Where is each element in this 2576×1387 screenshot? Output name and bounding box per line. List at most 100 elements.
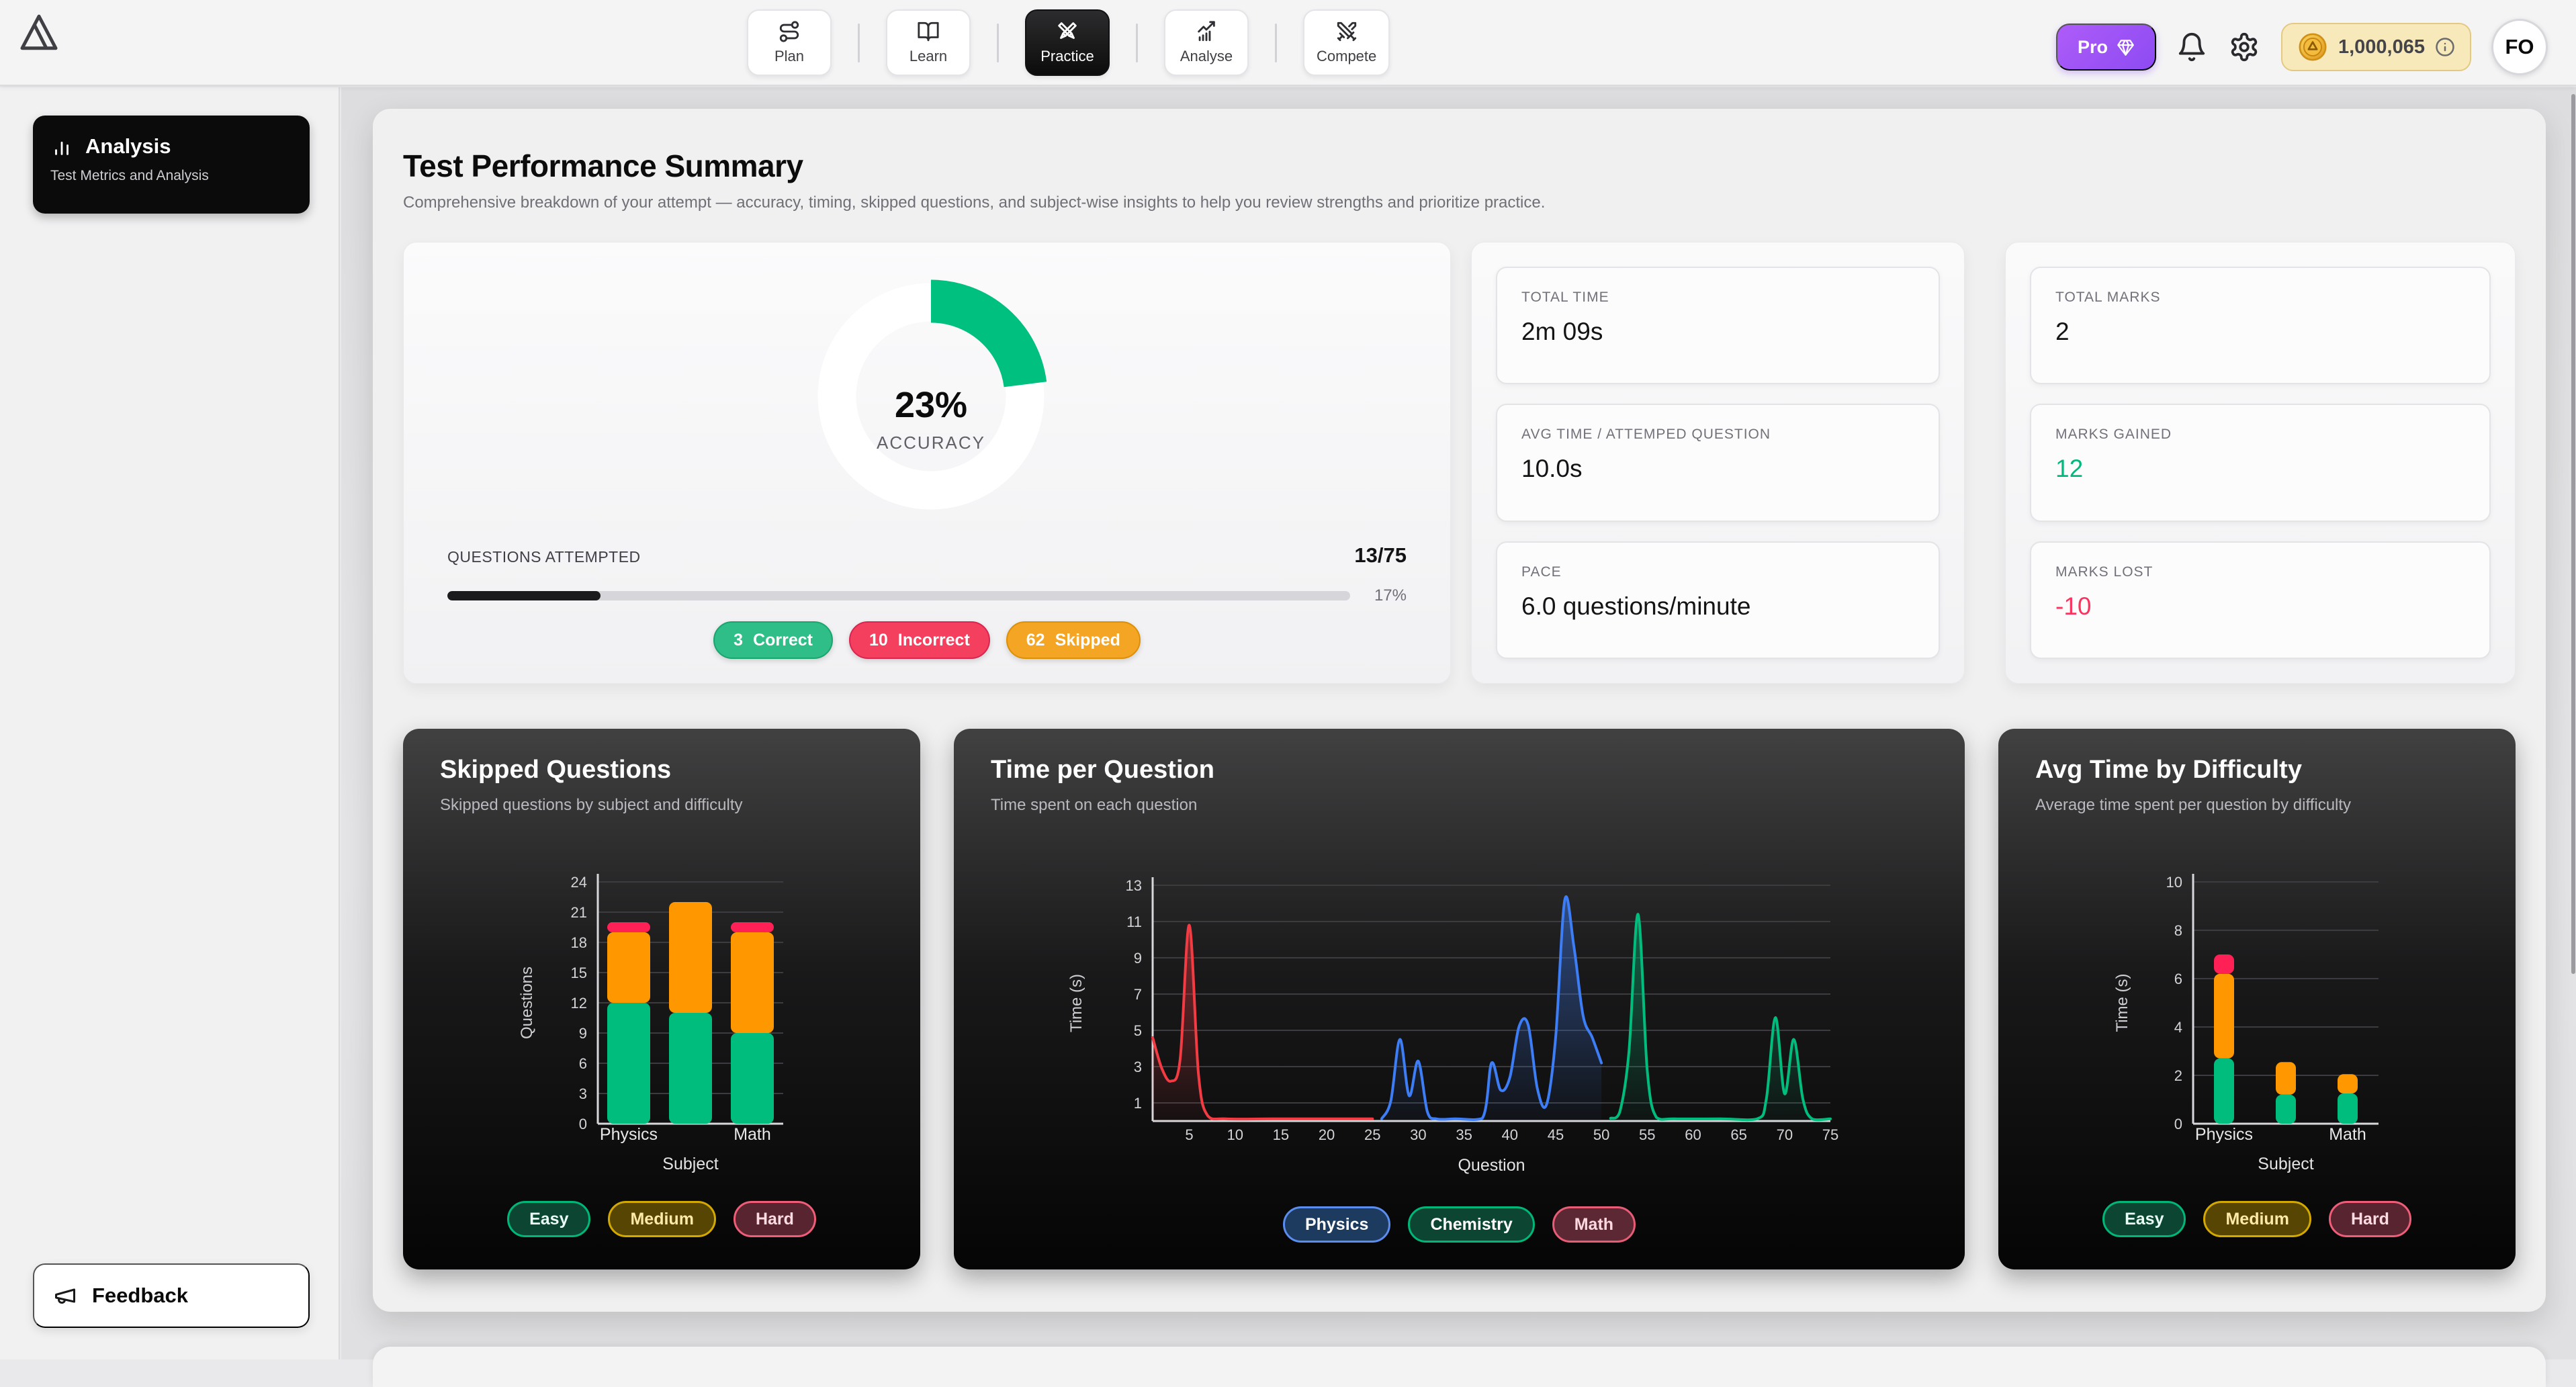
nav-label: Plan (774, 48, 805, 64)
nav-item-learn[interactable]: Learn (886, 9, 971, 76)
svg-text:13: 13 (1126, 877, 1142, 894)
svg-text:40: 40 (1502, 1126, 1518, 1143)
svg-text:24: 24 (571, 874, 587, 891)
progress-row: 17% (447, 586, 1407, 605)
progress-bar (447, 591, 1350, 600)
bell-icon[interactable] (2176, 31, 2209, 63)
pro-badge[interactable]: Pro (2055, 24, 2156, 71)
legend-pill-easy[interactable]: Easy (507, 1201, 591, 1237)
nav-label: Learn (909, 48, 948, 64)
time-stats-group: TOTAL TIME 2m 09s AVG TIME / ATTEMPED QU… (1471, 242, 1965, 684)
badge-label: Incorrect (897, 630, 970, 650)
svg-text:9: 9 (1134, 950, 1142, 967)
svg-text:75: 75 (1822, 1126, 1838, 1143)
svg-text:Math: Math (734, 1125, 771, 1144)
badge-label: Skipped (1055, 630, 1120, 650)
stat-label: TOTAL TIME (1521, 289, 1609, 305)
svg-text:6: 6 (579, 1055, 587, 1072)
info-icon[interactable] (2435, 37, 2455, 57)
svg-text:8: 8 (2174, 922, 2182, 939)
chart-subtitle: Average time spent per question by diffi… (2035, 796, 2352, 814)
analysis-subtitle: Test Metrics and Analysis (50, 168, 209, 183)
svg-text:18: 18 (571, 934, 587, 951)
avatar[interactable]: FO (2491, 19, 2548, 75)
accuracy-value: 23% (894, 385, 968, 425)
svg-text:15: 15 (571, 965, 587, 981)
nav-label: Analyse (1180, 48, 1233, 64)
stat-value: 2 (2055, 318, 2070, 345)
svg-text:1: 1 (1134, 1095, 1142, 1112)
progress-fill (447, 591, 601, 600)
stat-card-pace: PACE 6.0 questions/minute (1496, 541, 1940, 659)
legend-pill-hard[interactable]: Hard (2328, 1201, 2411, 1237)
svg-text:55: 55 (1639, 1126, 1655, 1143)
stat-card-total-marks: TOTAL MARKS 2 (2030, 267, 2491, 385)
chart-legend: Easy Medium Hard (1998, 1201, 2516, 1237)
svg-text:Time (s): Time (s) (2113, 973, 2131, 1032)
crossed-swords-icon (1335, 20, 1358, 43)
nav-label: Practice (1040, 48, 1094, 64)
chart-card-time-per-question: 1 3 5 7 9 11 13 Time (s) Question 5 10 15 20 25 30 35 40… (954, 729, 1965, 1269)
svg-text:10: 10 (2166, 874, 2182, 891)
page-subtitle: Comprehensive breakdown of your attempt … (403, 193, 1546, 212)
stat-value: 12 (2055, 455, 2084, 483)
svg-text:25: 25 (1364, 1126, 1380, 1143)
feedback-label: Feedback (92, 1284, 189, 1307)
avatar-initials: FO (2505, 35, 2534, 58)
crossed-pencils-icon (1056, 20, 1079, 43)
coin-balance[interactable]: 1,000,065 (2280, 23, 2471, 71)
stat-value: -10 (2055, 592, 2092, 620)
stat-card-marks-lost: MARKS LOST -10 (2030, 541, 2491, 659)
accuracy-card: 23% ACCURACY QUESTIONS ATTEMPTED 13/75 1… (403, 242, 1451, 684)
megaphone-icon (53, 1284, 77, 1308)
test-performance-summary-card: Test Performance Summary Comprehensive b… (373, 109, 2546, 1312)
svg-text:12: 12 (571, 995, 587, 1012)
svg-text:60: 60 (1685, 1126, 1701, 1143)
legend-pill-easy[interactable]: Easy (2102, 1201, 2186, 1237)
legend-pill-math[interactable]: Math (1552, 1206, 1636, 1243)
svg-text:15: 15 (1273, 1126, 1289, 1143)
scrollbar-thumb[interactable] (2571, 94, 2575, 974)
primary-nav: Plan Learn Practice Analyse Compete (747, 9, 1390, 76)
legend-pill-medium[interactable]: Medium (2203, 1201, 2311, 1237)
pro-label: Pro (2077, 36, 2108, 57)
nav-item-analyse[interactable]: Analyse (1164, 9, 1249, 76)
nav-item-practice[interactable]: Practice (1025, 9, 1110, 76)
badge-correct: 3 Correct (713, 621, 833, 659)
nav-divider (1136, 23, 1138, 62)
svg-text:0: 0 (579, 1116, 587, 1132)
questions-attempted-row: QUESTIONS ATTEMPTED 13/75 (447, 543, 1407, 568)
topbar: Plan Learn Practice Analyse Compete Pro (0, 0, 2576, 86)
svg-text:Questions: Questions (518, 967, 536, 1039)
coin-amount: 1,000,065 (2338, 36, 2425, 58)
svg-text:5: 5 (1185, 1126, 1193, 1143)
nav-item-compete[interactable]: Compete (1303, 9, 1390, 76)
legend-pill-chemistry[interactable]: Chemistry (1408, 1206, 1535, 1243)
coin-icon (2297, 32, 2328, 62)
topbar-right: Pro 1,000,065 FO (2055, 19, 2548, 75)
badge-skipped: 62 Skipped (1006, 621, 1141, 659)
svg-text:5: 5 (1134, 1022, 1142, 1039)
legend-pill-medium[interactable]: Medium (608, 1201, 716, 1237)
sidebar-item-analysis[interactable]: Analysis Test Metrics and Analysis (33, 116, 310, 214)
svg-text:Subject: Subject (662, 1155, 718, 1173)
legend-pill-hard[interactable]: Hard (733, 1201, 816, 1237)
chart-subtitle: Skipped questions by subject and difficu… (440, 796, 743, 814)
stat-label: PACE (1521, 564, 1562, 580)
badge-incorrect: 10 Incorrect (848, 621, 990, 659)
legend-pill-physics[interactable]: Physics (1282, 1206, 1391, 1243)
stat-card-avg-time: AVG TIME / ATTEMPED QUESTION 10.0s (1496, 404, 1940, 522)
chart-subtitle: Time spent on each question (991, 796, 1198, 814)
svg-text:11: 11 (1126, 913, 1142, 930)
svg-text:30: 30 (1410, 1126, 1426, 1143)
svg-text:2: 2 (2174, 1067, 2182, 1084)
feedback-button[interactable]: Feedback (33, 1263, 310, 1328)
accuracy-donut: 23% ACCURACY (803, 269, 1059, 524)
gear-icon[interactable] (2229, 31, 2261, 63)
svg-text:45: 45 (1548, 1126, 1564, 1143)
svg-text:10: 10 (1227, 1126, 1243, 1143)
svg-text:65: 65 (1730, 1126, 1746, 1143)
nav-item-plan[interactable]: Plan (747, 9, 832, 76)
chart-legend: Physics Chemistry Math (954, 1206, 1965, 1243)
svg-text:Physics: Physics (600, 1125, 658, 1144)
